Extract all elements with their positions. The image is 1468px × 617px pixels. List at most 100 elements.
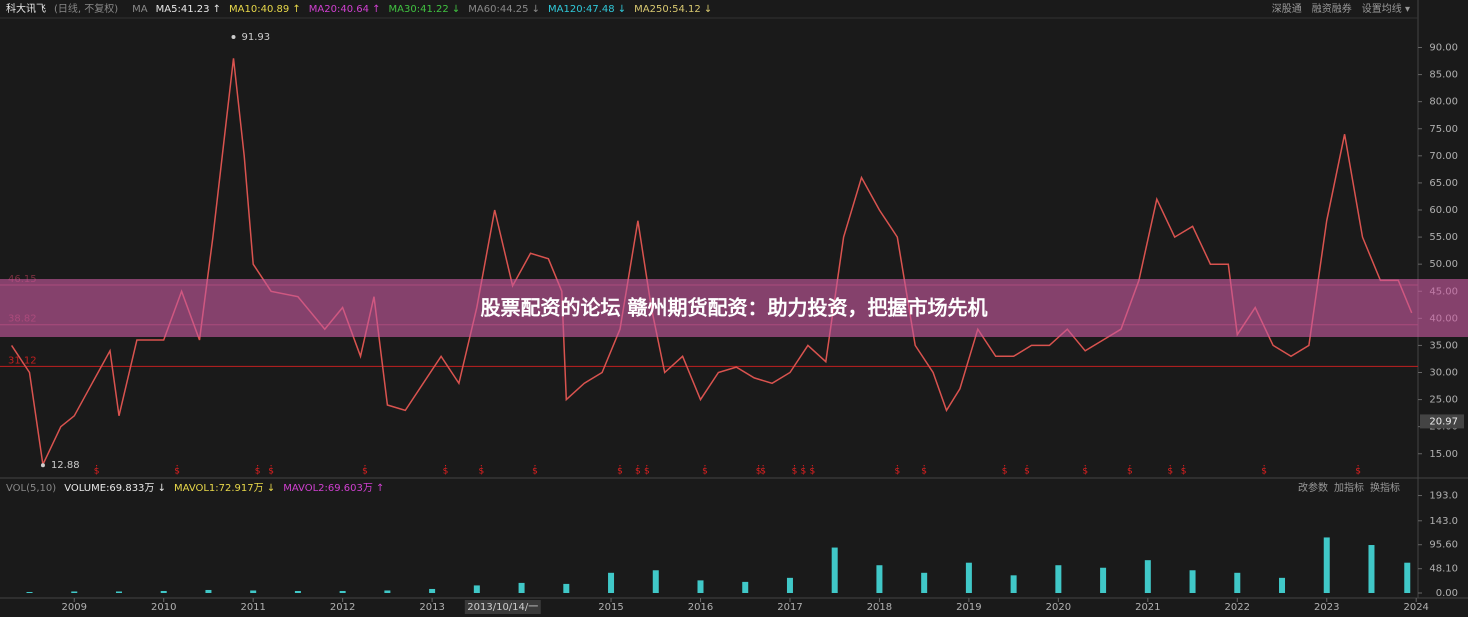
y-tick-label: 75.00	[1429, 124, 1458, 135]
banner	[0, 279, 1468, 337]
y-tick-label: 0.00	[1436, 588, 1458, 599]
volume-bar	[1323, 537, 1330, 593]
y-tick-label: 80.00	[1429, 97, 1458, 108]
volume-bar	[473, 585, 480, 593]
volume-bar	[115, 591, 122, 593]
x-tick-label: 2022	[1225, 602, 1250, 613]
volume-bar	[294, 590, 301, 593]
ma-value: MA120:47.48 ↓	[548, 4, 626, 15]
volume-bar	[1404, 562, 1411, 593]
volume-bar	[1189, 570, 1196, 593]
volume-bar	[205, 589, 212, 593]
x-tick-label: 2015	[598, 602, 623, 613]
signal-label: $	[532, 467, 538, 477]
volume-bar	[429, 588, 436, 593]
signal-label: $	[809, 467, 815, 477]
x-tick-label: 2019	[956, 602, 981, 613]
signal-label: $	[362, 467, 368, 477]
x-tick-label: 2018	[867, 602, 892, 613]
x-tick-label: 2013	[419, 602, 444, 613]
volume-bar	[1144, 560, 1151, 593]
volume-bar	[742, 581, 749, 593]
signal-label: $	[792, 467, 798, 477]
x-tick-label: 2012	[330, 602, 355, 613]
toolbar-button[interactable]: 深股通	[1272, 3, 1302, 15]
signal-label: $	[635, 467, 641, 477]
signal-label: $	[1181, 467, 1187, 477]
annotation: 12.88	[51, 460, 80, 471]
volume-label: VOL(5,10)	[6, 483, 56, 494]
signal-label: $	[801, 467, 807, 477]
volume-bar	[652, 570, 659, 593]
volume-bar	[1100, 567, 1107, 593]
ma-value: MA30:41.22 ↓	[389, 4, 461, 15]
x-tick-label: 2024	[1403, 602, 1428, 613]
stock-name: 科大讯飞	[6, 2, 46, 15]
signal-label: $	[1024, 467, 1030, 477]
y-tick-label: 25.00	[1429, 395, 1458, 406]
ma-value: MA250:54.12 ↓	[634, 4, 712, 15]
y-tick-label: 60.00	[1429, 205, 1458, 216]
x-tick-label: 2017	[777, 602, 802, 613]
y-tick-label: 48.10	[1429, 564, 1458, 575]
volume-bar	[697, 580, 704, 593]
volume-bar	[1279, 577, 1286, 593]
ma-value: MA5:41.23 ↑	[156, 4, 221, 15]
chart-mode: (日线, 不复权)	[54, 2, 118, 15]
toolbar-button[interactable]: 设置均线 ▾	[1362, 2, 1410, 15]
price-marker-box	[1420, 414, 1464, 429]
cursor-box	[464, 600, 541, 614]
ma-label: MA	[132, 4, 148, 15]
volume-bar	[384, 590, 391, 593]
banner-title: 股票配资的论坛 赣州期货配资：助力投资，把握市场先机	[481, 296, 988, 320]
signal-label: $	[921, 467, 927, 477]
cursor-label: 2013/10/14/一	[467, 602, 538, 613]
volume-bar	[965, 562, 972, 593]
volume-bar	[876, 565, 883, 593]
x-tick-label: 2016	[688, 602, 713, 613]
volume-bar	[921, 572, 928, 593]
signal-label: $	[1127, 467, 1133, 477]
y-tick-label: 95.60	[1429, 540, 1458, 551]
toolbar-button[interactable]: 换指标	[1370, 481, 1400, 494]
x-tick-label: 2020	[1046, 602, 1071, 613]
ma-value: MA60:44.25 ↓	[468, 4, 540, 15]
signal-label: $	[478, 467, 484, 477]
volume-bar	[1234, 572, 1241, 593]
y-tick-label: 143.0	[1429, 516, 1458, 527]
toolbar-button[interactable]: 改参数	[1298, 481, 1328, 494]
x-tick-label: 2009	[62, 602, 87, 613]
signal-label: $	[255, 467, 261, 477]
volume-bar	[831, 547, 838, 593]
volume-bar	[518, 582, 525, 593]
annotation: 91.93	[242, 32, 271, 43]
y-tick-label: 50.00	[1429, 259, 1458, 270]
signal-label: $	[268, 467, 274, 477]
y-tick-label: 85.00	[1429, 70, 1458, 81]
signal-label: $	[443, 467, 449, 477]
signal-label: $	[1002, 467, 1008, 477]
volume-bar	[339, 590, 346, 593]
signal-label: $	[174, 467, 180, 477]
ma-value: MA20:40.64 ↑	[309, 4, 381, 15]
toolbar-button[interactable]: 加指标	[1334, 481, 1364, 494]
y-tick-label: 90.00	[1429, 43, 1458, 54]
x-tick-label: 2011	[240, 602, 265, 613]
volume-bar	[1055, 565, 1062, 593]
y-tick-label: 35.00	[1429, 340, 1458, 351]
signal-label: $	[1261, 467, 1267, 477]
x-tick-label: 2010	[151, 602, 176, 613]
toolbar-button[interactable]: 融资融券	[1312, 2, 1352, 15]
volume-bar	[1368, 545, 1375, 593]
price-marker-label: 20.97	[1429, 416, 1458, 427]
signal-label: $	[894, 467, 900, 477]
y-tick-label: 70.00	[1429, 151, 1458, 162]
volume-value: VOLUME:69.833万 ↓	[64, 483, 166, 494]
y-tick-label: 193.0	[1429, 491, 1458, 502]
annotation-point	[231, 35, 236, 40]
x-tick-label: 2021	[1135, 602, 1160, 613]
ma-value: MA10:40.89 ↑	[229, 4, 301, 15]
signal-label: $	[94, 467, 100, 477]
signal-label: $	[1082, 467, 1088, 477]
